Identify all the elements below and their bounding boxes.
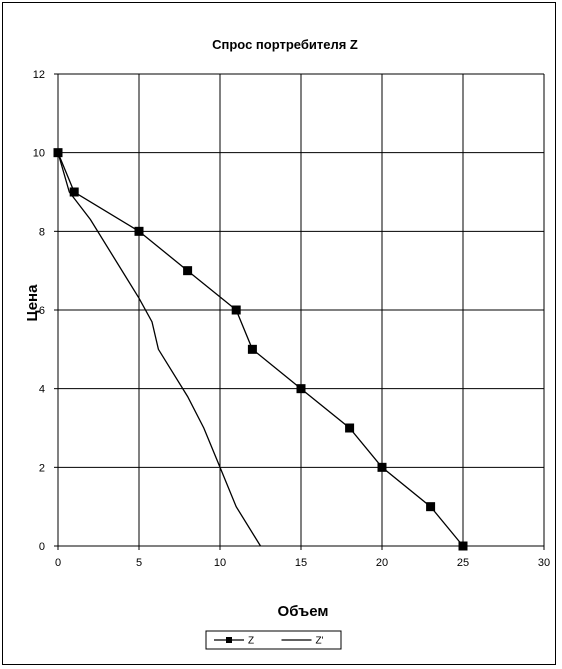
legend-box <box>205 630 342 650</box>
series-point <box>53 148 63 158</box>
y-tick-label: 10 <box>33 148 45 160</box>
y-tick-label: 2 <box>39 462 45 474</box>
series-point <box>296 384 306 394</box>
series-line-2 <box>57 152 262 547</box>
y-axis-label: Цена <box>24 284 41 322</box>
y-tick-label: 4 <box>39 384 45 396</box>
series-line-1 <box>57 152 464 547</box>
legend: Z Z' <box>205 630 342 650</box>
x-axis-label: Объем <box>278 603 329 620</box>
x-tick-label: 0 <box>55 557 61 569</box>
x-tick-label: 20 <box>376 557 388 569</box>
legend-label: Z' <box>316 636 324 647</box>
plot-area: 0 5 10 15 20 25 30 0 2 4 6 8 10 12 <box>33 69 550 569</box>
series-point <box>247 344 257 354</box>
legend-label: Z <box>248 636 254 647</box>
y-tick-label: 8 <box>39 226 45 238</box>
x-tick-label: 15 <box>295 557 307 569</box>
series-point <box>69 187 79 197</box>
series-point <box>345 423 355 433</box>
x-tick-label: 25 <box>457 557 469 569</box>
y-tick-label: 12 <box>33 69 45 81</box>
x-tick-label: 10 <box>214 557 226 569</box>
y-tick-label: 6 <box>39 305 45 317</box>
x-tick-label: 5 <box>136 557 142 569</box>
y-tick-label: 0 <box>39 541 45 553</box>
chart-frame: Спрос портребителя Z Объем Цена 0 5 10 15 20… <box>2 2 556 665</box>
series-point <box>377 462 387 472</box>
demand-chart: Спрос портребителя Z Объем Цена 0 5 10 15 20… <box>24 37 550 650</box>
series-point <box>426 502 436 512</box>
series-point <box>458 541 468 551</box>
series-point <box>231 305 241 315</box>
series-point <box>134 226 144 236</box>
legend-marker <box>226 637 232 643</box>
x-tick-label: 30 <box>538 557 550 569</box>
series-point <box>183 266 193 276</box>
chart-title: Спрос портребителя Z <box>212 37 358 52</box>
